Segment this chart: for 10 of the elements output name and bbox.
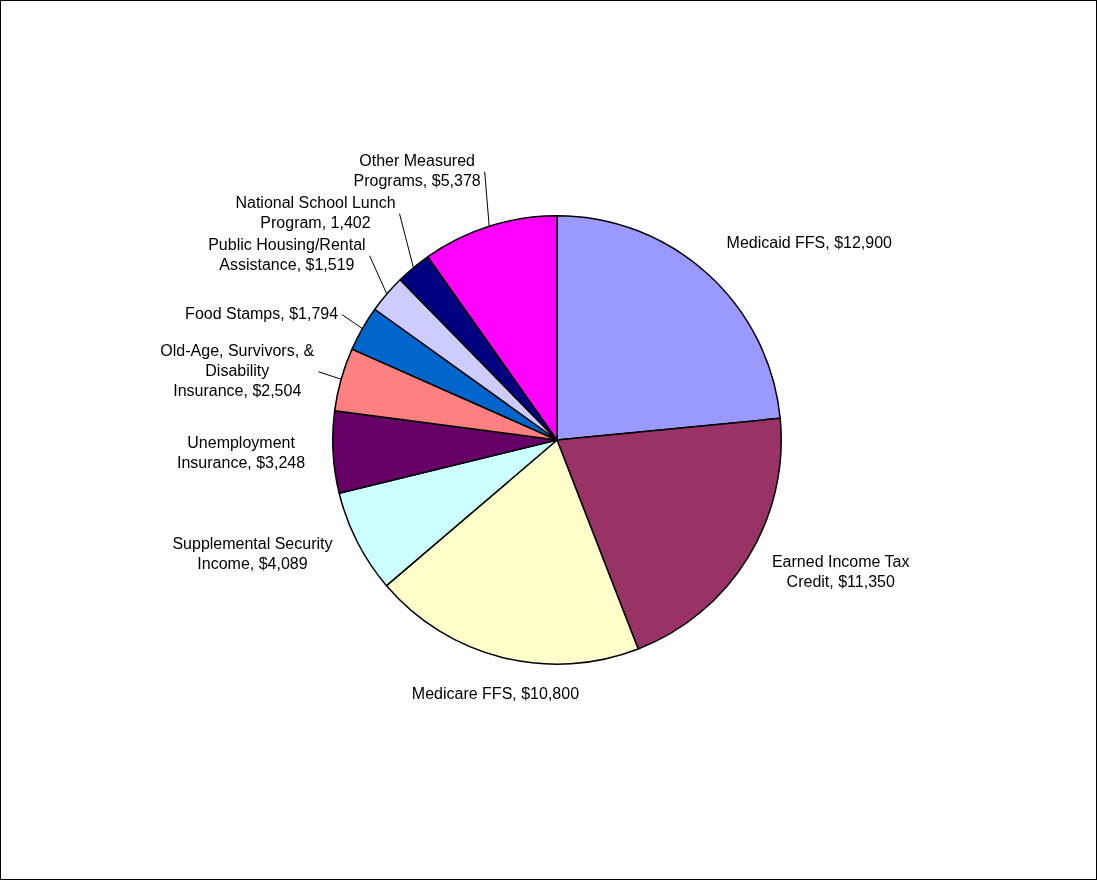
slice-label: National School Lunch Program, 1,402	[235, 194, 396, 232]
slice-label: Medicare FFS, $10,800	[411, 685, 580, 703]
slice-label: Medicaid FFS, $12,900	[726, 233, 893, 251]
slice-label: Supplemental Security Income, $4,089	[172, 535, 333, 573]
slice-label: Unemployment Insurance, $3,248	[177, 434, 306, 472]
slice-label: Old-Age, Survivors, & Disability Insurance, $2,504	[160, 342, 315, 400]
slice-label: Food Stamps, $1,794	[185, 305, 339, 323]
slice-label: Public Housing/Rental Assistance, $1,519	[208, 236, 366, 274]
slice-label: Earned Income Tax Credit, $11,350	[771, 552, 910, 590]
slice-label: Other Measured Programs, $5,378	[353, 152, 481, 190]
